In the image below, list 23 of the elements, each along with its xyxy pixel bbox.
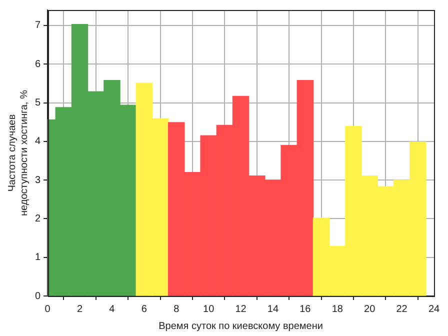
y-tick-label: 4 [35, 136, 41, 148]
y-tick-label: 1 [35, 252, 41, 264]
y-tick-label: 3 [35, 174, 41, 186]
x-tick-label: 22 [396, 304, 408, 315]
x-tick-label: 6 [141, 304, 148, 315]
x-tick-label: 10 [203, 304, 215, 315]
x-tick-label: 20 [364, 304, 376, 315]
y-tick-label: 5 [35, 98, 41, 109]
x-tick-label: 18 [332, 304, 344, 315]
x-tick-label: 24 [428, 304, 440, 315]
x-tick-label: 14 [267, 304, 279, 315]
x-tick-label: 16 [300, 304, 312, 315]
x-tick-label: 4 [109, 304, 116, 315]
y-tick-label: 7 [35, 20, 41, 32]
x-tick-label: 8 [174, 304, 180, 315]
y-tick-label: 0 [35, 290, 41, 302]
x-tick-label: 12 [235, 304, 247, 315]
x-tick-label: 0 [44, 304, 51, 315]
x-axis-title: Время суток по киевскому времени [158, 320, 323, 332]
x-tick-label: 2 [76, 304, 83, 315]
y-axis-title: Частота случаев недоступности хостинга, % [6, 90, 30, 216]
y-tick-label: 2 [35, 213, 41, 224]
y-tick-label: 6 [35, 58, 41, 70]
